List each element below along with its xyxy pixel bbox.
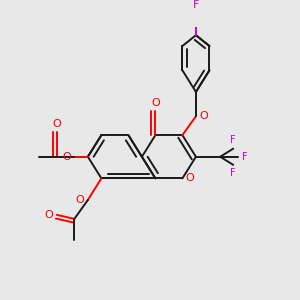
Text: O: O — [151, 98, 160, 108]
Text: F: F — [230, 135, 236, 146]
Text: O: O — [199, 111, 208, 121]
Text: O: O — [52, 119, 61, 129]
Text: F: F — [193, 0, 199, 11]
Text: O: O — [45, 210, 54, 220]
Text: O: O — [62, 152, 71, 162]
Text: F: F — [230, 168, 236, 178]
Text: O: O — [75, 195, 84, 205]
Text: O: O — [186, 173, 194, 183]
Text: F: F — [242, 152, 247, 162]
